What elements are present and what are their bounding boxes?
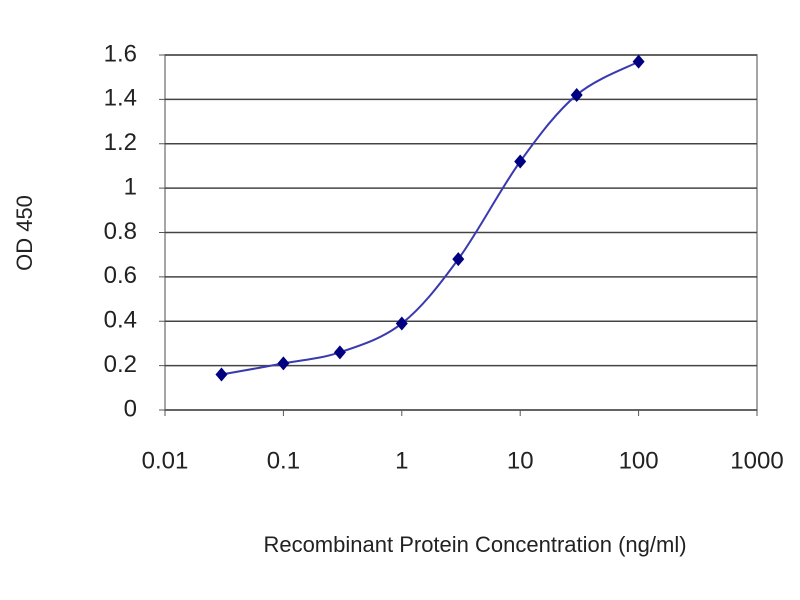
x-tick-label: 1000 <box>730 447 783 474</box>
x-axis-title: Recombinant Protein Concentration (ng/ml… <box>263 532 686 557</box>
x-tick-label: 100 <box>619 447 659 474</box>
y-axis-title: OD 450 <box>12 195 37 271</box>
y-tick-label: 1.4 <box>104 85 137 112</box>
data-point <box>215 367 228 382</box>
x-tick-label: 0.01 <box>142 447 189 474</box>
y-tick-label: 1 <box>124 173 137 200</box>
y-tick-label: 1.2 <box>104 129 137 156</box>
data-line <box>221 60 640 376</box>
y-tick-label: 0.6 <box>104 262 137 289</box>
data-point <box>277 356 290 371</box>
x-tick-label: 0.1 <box>267 447 300 474</box>
data-point <box>570 87 583 102</box>
y-tick-label: 0 <box>124 395 137 422</box>
data-point <box>333 345 346 360</box>
x-tick-label: 1 <box>395 447 408 474</box>
y-tick-label: 0.2 <box>104 351 137 378</box>
y-tick-label: 0.8 <box>104 218 137 245</box>
data-point <box>452 252 465 267</box>
data-point <box>514 154 527 169</box>
data-point <box>632 54 645 69</box>
y-tick-label: 0.4 <box>104 307 137 334</box>
x-tick-label: 10 <box>507 447 534 474</box>
data-point <box>395 316 408 331</box>
y-tick-label: 1.6 <box>104 40 137 67</box>
